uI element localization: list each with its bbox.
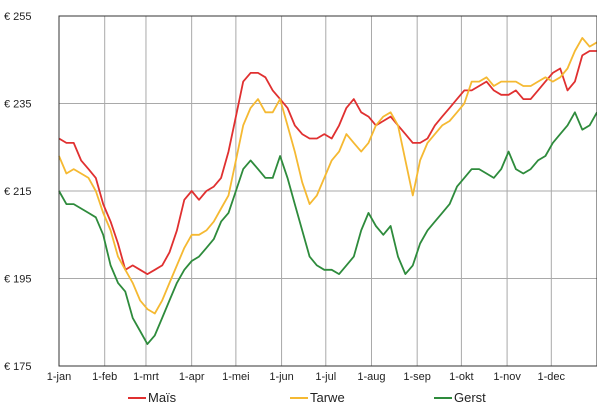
x-tick-labels: 1-jan 1-feb 1-mrt 1-apr 1-mei 1-jun 1-jul 1-aug… <box>47 371 566 383</box>
series-line <box>58 50 597 275</box>
x-tick-label: 1-jun <box>269 371 293 383</box>
plot-frame <box>58 15 597 367</box>
series-line <box>58 37 597 315</box>
x-tick-label: 1-mei <box>222 371 250 383</box>
x-tick-label: 1-dec <box>538 371 566 383</box>
x-tick-label: 1-okt <box>449 371 473 383</box>
y-tick-label: € 255 <box>4 11 32 23</box>
legend-label: Tarwe <box>310 390 345 405</box>
y-tick-label: € 195 <box>4 274 32 286</box>
x-tick-label: 1-nov <box>493 371 521 383</box>
x-tick-label: 1-sep <box>403 371 431 383</box>
y-tick-label: € 175 <box>4 361 32 373</box>
x-tick-label: 1-mrt <box>133 371 159 383</box>
series-line <box>58 111 597 345</box>
legend-label: Gerst <box>454 390 486 405</box>
x-tick-label: 1-feb <box>92 371 117 383</box>
x-tick-label: 1-aug <box>357 371 385 383</box>
y-tick-label: € 215 <box>4 186 32 198</box>
legend: Maïs Tarwe Gerst <box>128 390 486 405</box>
y-tick-label: € 235 <box>4 99 32 111</box>
y-tick-labels: € 175 € 195 € 215 € 235 € 255 <box>4 11 32 373</box>
series-lines <box>58 37 597 345</box>
x-tick-label: 1-jan <box>47 371 71 383</box>
grid <box>58 15 597 367</box>
legend-label: Maïs <box>148 390 177 405</box>
x-tick-label: 1-jul <box>315 371 336 383</box>
x-tick-label: 1-apr <box>179 371 205 383</box>
